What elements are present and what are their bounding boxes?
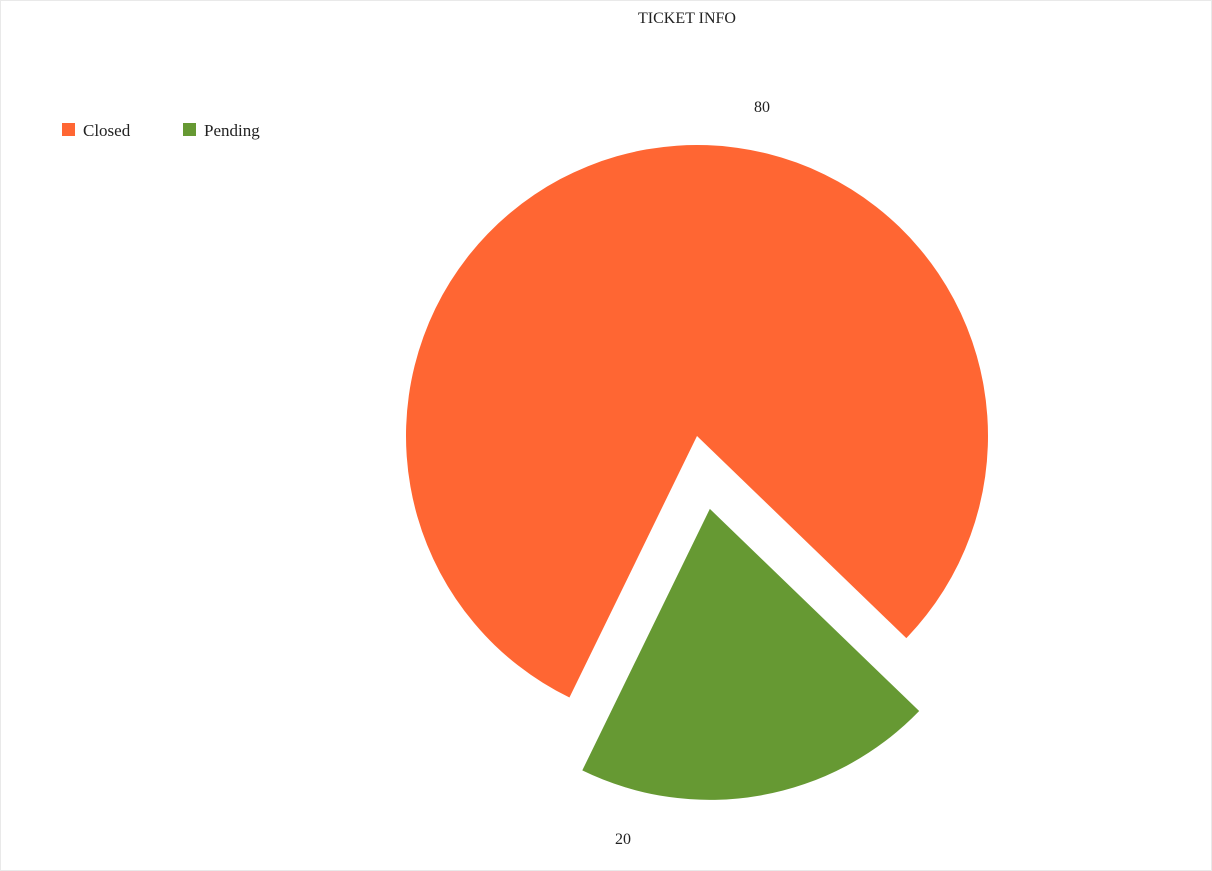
data-label-pending: 20 <box>615 831 631 848</box>
data-label-closed: 80 <box>754 99 770 116</box>
legend-swatch-closed <box>62 123 75 136</box>
legend-swatch-pending <box>183 123 196 136</box>
pie-slices <box>405 145 988 800</box>
pie-slice-pending[interactable] <box>582 508 920 800</box>
legend-label-closed: Closed <box>83 121 131 140</box>
chart-title: TICKET INFO <box>638 10 736 27</box>
legend-label-pending: Pending <box>204 121 260 140</box>
legend: Closed Pending <box>62 121 260 140</box>
pie-slice-closed[interactable] <box>405 145 988 698</box>
